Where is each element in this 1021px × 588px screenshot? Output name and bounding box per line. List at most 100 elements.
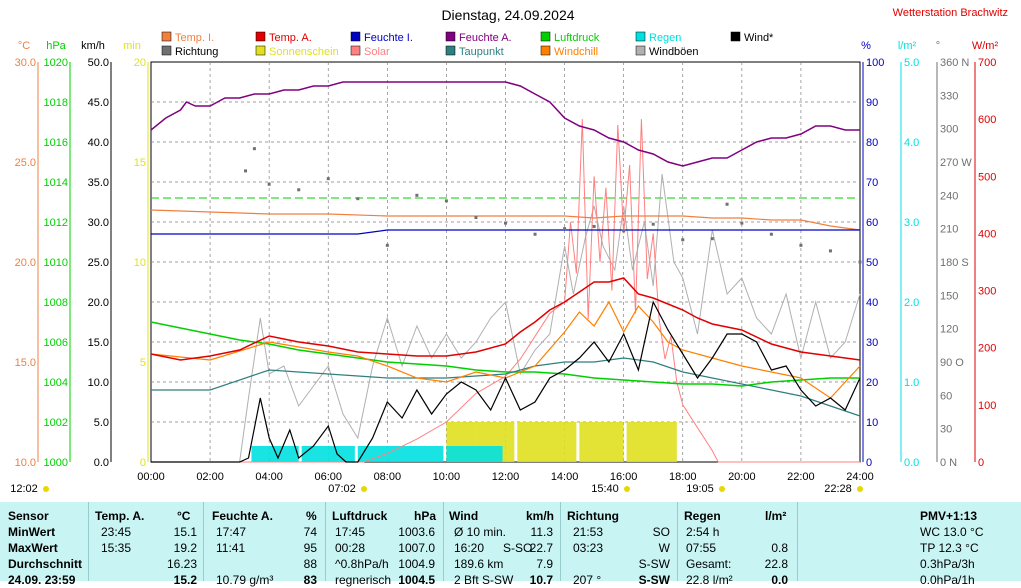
pmv-detail: TP 12.3 °C [920, 541, 979, 555]
pressure-time: 00:28 [335, 541, 366, 555]
right-axis-tick: 400 [978, 228, 996, 240]
right-axis-tick: 500 [978, 171, 996, 183]
direction-time: 207 ° [573, 573, 602, 587]
chart-title: Dienstag, 24.09.2024 [441, 7, 574, 23]
direction-point [297, 188, 301, 192]
direction-time: 03:23 [573, 541, 604, 555]
direction-point [710, 237, 714, 241]
pressure-value: 1007.0 [398, 541, 435, 555]
temp-value: 19.2 [173, 541, 197, 555]
right-axis-tick: 240 [940, 190, 958, 202]
pressure-value: 1004.5 [398, 573, 435, 587]
right-axis-tick: 0 [866, 457, 872, 469]
right-axis-tick: 210 [940, 224, 958, 236]
legend-wind: Wind* [744, 32, 774, 44]
header-direction: Richtung [567, 509, 619, 523]
humidity-time: 11:41 [216, 541, 246, 555]
wind-direction: S-SO [503, 541, 533, 555]
right-axis-tick: 1.0 [904, 377, 919, 389]
header-temp: Temp. A. [95, 509, 145, 523]
temp-value: 15.1 [173, 525, 197, 539]
table-column-divider [797, 502, 798, 581]
left-axis-tick: 25.0 [15, 157, 36, 169]
sunshine-bar [626, 422, 677, 462]
left-axis-tick: 1016 [44, 137, 68, 149]
wind-value: 7.9 [536, 557, 553, 571]
left-axis-tick: 1000 [44, 457, 68, 469]
right-axis-tick: 70 [866, 177, 878, 189]
legend-solar: Solar [364, 46, 390, 58]
stats-row-label: Durchschnitt [8, 557, 83, 571]
left-axis-tick: 10.0 [15, 457, 36, 469]
rain-detail: 2:54 h [686, 525, 720, 539]
legend-windchill: Windchill [554, 46, 598, 58]
legend-temp-out-swatch [255, 31, 266, 42]
humidity-value: 74 [303, 525, 317, 539]
direction-value: W [658, 541, 670, 555]
x-axis-tick: 00:00 [137, 471, 165, 483]
right-axis-tick: 100 [978, 400, 996, 412]
table-column-divider [325, 502, 326, 581]
station-name: Wetterstation Brachwitz [893, 7, 1008, 19]
header-pressure: Luftdruck [332, 509, 388, 523]
wind-value: 10.7 [529, 573, 553, 587]
wind-detail: 2 Bft S-SW [454, 573, 514, 587]
right-axis-unit-3: W/m² [972, 40, 999, 52]
right-axis-tick: 0 N [940, 457, 957, 469]
right-axis-tick: 150 [940, 290, 958, 302]
legend-sunshine: Sonnenschein [269, 46, 339, 58]
right-axis-tick: 360 N [940, 57, 969, 69]
x-axis-tick: 20:00 [728, 471, 756, 483]
left-axis-tick: 1010 [44, 257, 68, 269]
hum-in-line [151, 229, 860, 235]
rain-detail: Gesamt: [686, 557, 732, 571]
wind-line [151, 300, 861, 463]
left-axis-tick: 15.0 [15, 357, 36, 369]
header-wind-unit: km/h [526, 509, 555, 523]
x-axis-tick: 24:00 [846, 471, 874, 483]
pmv-detail: WC 13.0 °C [920, 525, 984, 539]
right-axis-tick: 100 [866, 57, 884, 69]
right-axis-tick: 2.0 [904, 297, 919, 309]
sunshine-bar [517, 422, 577, 462]
left-axis-tick: 30.0 [88, 217, 109, 229]
table-column-divider [88, 502, 89, 581]
x-axis-tick: 04:00 [255, 471, 283, 483]
left-axis-tick: 1004 [44, 377, 68, 389]
legend-hum-out-swatch [445, 31, 456, 42]
left-axis-tick: 1002 [44, 417, 68, 429]
legend-hum-in-swatch [350, 31, 361, 42]
legend-gust: Windböen [649, 46, 699, 58]
right-axis-tick: 30 [940, 424, 952, 436]
pmv-detail: 0.3hPa/3h [920, 557, 975, 571]
legend-hum-out: Feuchte A. [459, 32, 512, 44]
temp-in-line [150, 209, 861, 231]
rain-bar [251, 446, 299, 462]
right-axis-tick: 300 [940, 124, 958, 136]
rain-value: 22.8 [764, 557, 788, 571]
pressure-line [150, 321, 860, 387]
header-sensor: Sensor [8, 509, 49, 523]
left-axis-tick: 0 [140, 457, 146, 469]
temp-value: 15.2 [173, 573, 197, 587]
right-axis-tick: 270 W [940, 157, 972, 169]
header-pmv: PMV+1:13 [920, 509, 978, 523]
direction-value: SO [652, 525, 670, 539]
rain-value [740, 524, 788, 540]
left-axis-tick: 35.0 [88, 177, 109, 189]
sunset-icon [719, 486, 725, 492]
temp-value: 16.23 [166, 557, 197, 571]
legend-solar-swatch [350, 45, 361, 56]
x-axis-tick: 08:00 [374, 471, 402, 483]
right-axis-tick: 20 [866, 377, 878, 389]
direction-point [326, 177, 330, 181]
right-axis-unit-0: % [861, 40, 871, 52]
right-axis-tick: 30 [866, 337, 878, 349]
left-axis-unit-1: hPa [46, 40, 66, 52]
direction-point [533, 232, 537, 236]
humidity-time: 17:47 [216, 525, 247, 539]
left-axis-tick: 0.0 [94, 457, 109, 469]
rain-detail: 07:55 [686, 541, 717, 555]
x-axis-tick: 10:00 [433, 471, 461, 483]
direction-point [267, 182, 271, 186]
